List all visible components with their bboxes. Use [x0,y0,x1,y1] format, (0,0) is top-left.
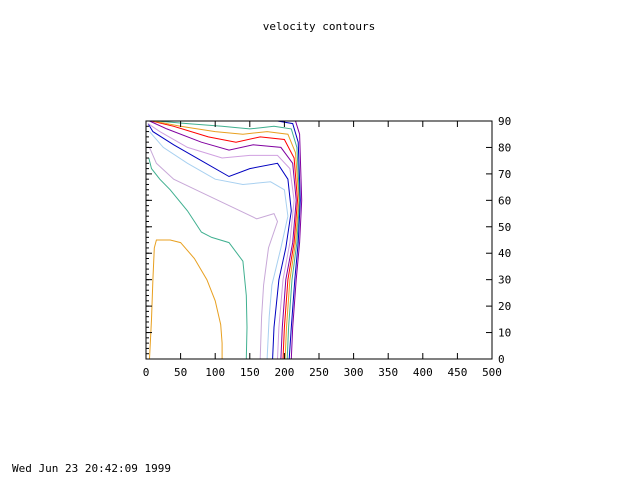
axis-ticks [145,120,493,360]
contour-line-8 [151,120,299,360]
plot-frame [145,120,493,360]
contour-line-11 [277,120,301,360]
x-tick-label: 400 [413,366,433,379]
y-tick-label: 50 [498,221,511,234]
contour-line-6 [147,123,295,360]
contour-line-5 [147,123,292,360]
contour-lines [147,120,303,360]
x-tick-label: 50 [174,366,187,379]
contour-line-9 [152,120,300,360]
contour-line-4 [149,131,289,360]
contour-line-2 [148,157,248,360]
y-tick-label: 40 [498,247,511,260]
timestamp: Wed Jun 23 20:42:09 1999 [12,462,171,475]
y-tick-label: 30 [498,274,511,287]
x-tick-label: 450 [447,366,467,379]
x-tick-label: 0 [143,366,150,379]
y-tick-label: 80 [498,141,511,154]
x-tick-label: 200 [274,366,294,379]
y-tick-label: 20 [498,300,511,313]
x-tick-label: 100 [205,366,225,379]
y-tick-label: 90 [498,115,511,128]
y-tick-label: 0 [498,353,505,366]
contour-line-12 [284,120,303,360]
y-tick-label: 60 [498,194,511,207]
contour-line-10 [156,120,301,360]
y-tick-label: 70 [498,168,511,181]
chart-title: velocity contours [263,20,376,33]
x-tick-label: 250 [309,366,329,379]
x-tick-label: 350 [378,366,398,379]
y-tick-label: 10 [498,327,511,340]
y-tick-labels: 0 10 20 30 40 50 60 70 80 90 [498,115,511,366]
x-tick-labels: 0 50 100 150 200 250 300 350 400 450 500 [143,366,502,379]
x-tick-label: 300 [344,366,364,379]
x-tick-label: 500 [482,366,502,379]
contour-line-7 [149,120,297,360]
x-tick-label: 150 [240,366,260,379]
contour-line-1 [149,239,223,360]
contour-line-3 [149,147,279,360]
